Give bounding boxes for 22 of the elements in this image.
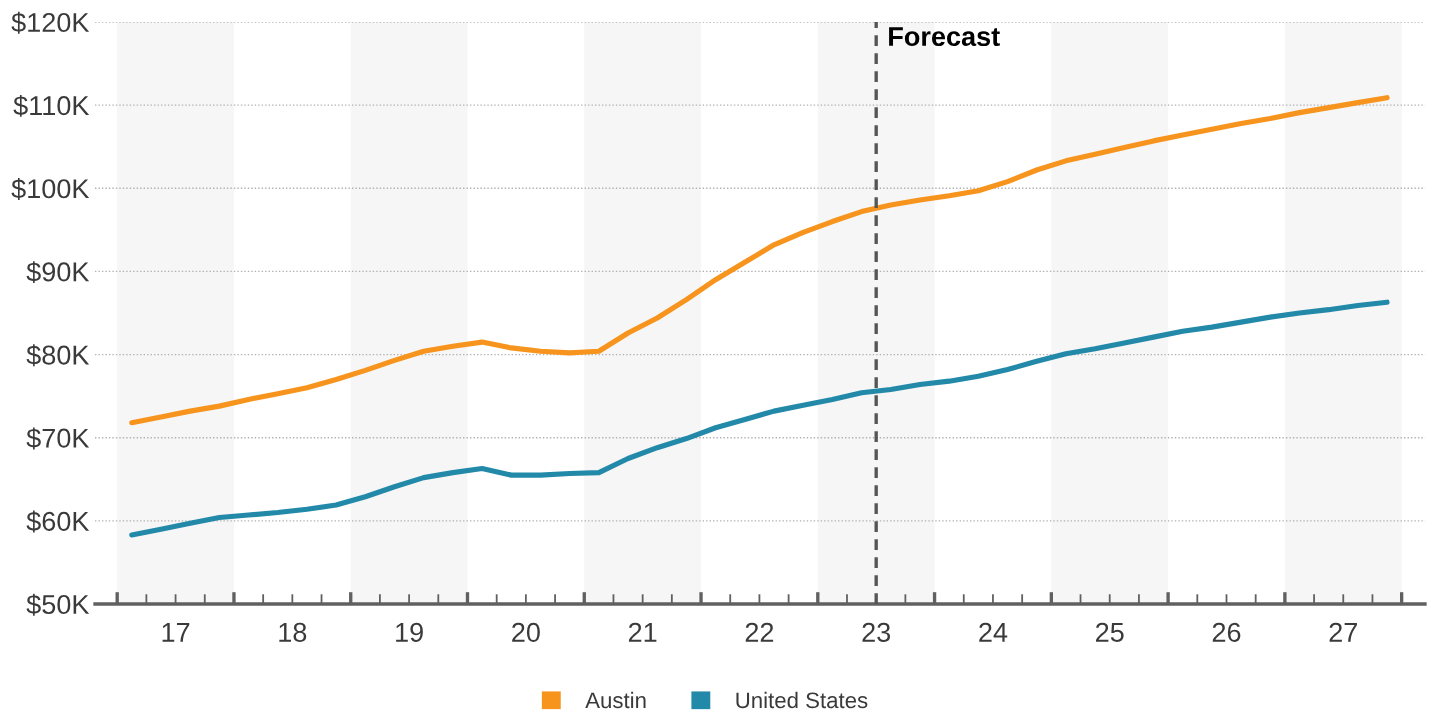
x-tick-label: 26 [1212,622,1241,642]
x-tick-label: 27 [1329,622,1357,642]
legend-label: Austin [585,691,646,709]
x-tick-label: 25 [1096,622,1124,642]
y-tick-label: $100K [11,178,90,200]
y-tick-label: $80K [26,344,90,367]
y-tick-label: $110K [13,94,90,117]
y-tick-label: $120K [11,11,90,34]
y-tick-label: $90K [26,261,90,284]
x-tick-label: 24 [979,622,1008,642]
x-tick-label: 21 [628,622,657,642]
x-tick-label: 18 [279,622,307,642]
y-tick-label: $70K [26,427,90,450]
x-tick-label: 20 [512,622,540,642]
y-tick-label: $50K [26,593,90,616]
legend-label: United States [736,691,868,709]
x-tick-label: 17 [162,623,190,642]
ref-line-label: Forecast [889,27,1000,47]
x-tick-label: 19 [396,622,423,642]
y-tick-label: $60K [26,510,90,533]
x-tick-label: 23 [862,622,891,642]
x-tick-label: 22 [745,622,774,642]
